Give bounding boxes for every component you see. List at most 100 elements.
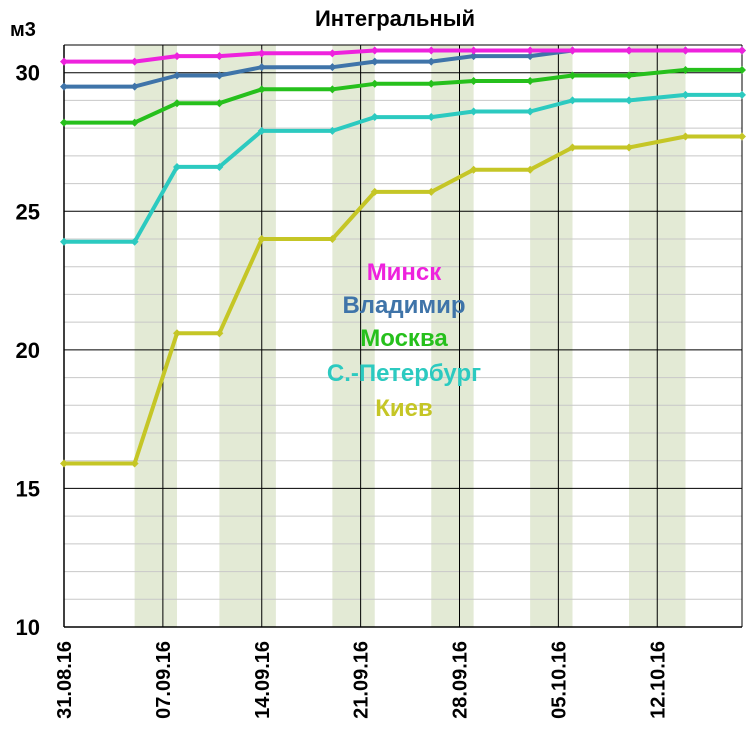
series-С.-Петербург — [60, 90, 746, 246]
series-line — [64, 134, 742, 466]
data-point — [568, 96, 577, 105]
data-point — [215, 71, 224, 80]
data-point — [215, 99, 224, 108]
data-point — [173, 99, 181, 108]
x-tick-label: 07.09.16 — [153, 641, 175, 719]
x-axis-ticks: 31.08.16 07.09.16 14.09.16 21.09.16 28.09.16… — [54, 641, 669, 719]
data-point — [427, 46, 436, 55]
data-point — [526, 77, 535, 86]
data-point — [469, 52, 478, 61]
data-point — [370, 113, 379, 122]
data-point — [257, 126, 266, 135]
y-tick-label: 10 — [16, 615, 40, 640]
data-point — [173, 329, 181, 338]
data-point — [328, 126, 337, 135]
data-point — [526, 165, 535, 174]
series-Москва — [60, 65, 746, 127]
legend: Минск Владимир Москва С.-Петербург Киев — [327, 259, 481, 422]
y-axis-ticks: 10 15 20 25 30 — [16, 61, 40, 640]
x-tick-label: 12.10.16 — [647, 641, 669, 719]
data-point — [681, 65, 690, 74]
data-point — [60, 459, 68, 468]
data-point — [469, 165, 478, 174]
y-tick-label: 25 — [16, 199, 40, 224]
x-tick-label: 05.10.16 — [548, 641, 570, 719]
data-point — [526, 46, 535, 55]
data-point — [328, 85, 337, 94]
legend-entry: Киев — [375, 395, 433, 422]
legend-entry: С.-Петербург — [327, 360, 481, 387]
y-axis-unit: м3 — [10, 19, 36, 41]
series-Киев — [60, 132, 746, 468]
data-point — [173, 71, 181, 80]
axes — [63, 45, 742, 628]
data-point — [328, 63, 337, 72]
x-tick-label: 28.09.16 — [450, 641, 472, 719]
data-point — [427, 57, 436, 66]
data-point — [370, 79, 379, 88]
data-point — [738, 90, 746, 99]
data-point — [526, 52, 535, 61]
data-point — [681, 90, 690, 99]
data-point — [568, 71, 577, 80]
data-point — [328, 235, 337, 243]
data-point — [60, 237, 68, 246]
data-point — [257, 235, 266, 243]
series-line — [64, 48, 742, 64]
data-point — [215, 162, 224, 171]
data-point — [427, 79, 436, 88]
data-point — [370, 57, 379, 66]
data-point — [130, 237, 139, 246]
data-point — [215, 52, 224, 61]
y-tick-label: 30 — [16, 61, 40, 86]
data-point — [370, 46, 379, 55]
data-point — [625, 96, 633, 105]
data-point — [257, 63, 266, 72]
data-point — [625, 143, 633, 152]
data-point — [681, 132, 690, 141]
data-point — [130, 57, 139, 66]
x-tick-label: 31.08.16 — [54, 641, 76, 719]
data-point — [526, 107, 535, 116]
data-point — [173, 52, 181, 61]
weekend-band — [530, 45, 573, 627]
weekend-band — [431, 45, 474, 627]
y-tick-label: 15 — [16, 476, 40, 501]
data-point — [370, 187, 379, 196]
data-point — [469, 107, 478, 116]
data-point — [738, 65, 746, 74]
data-point — [60, 57, 68, 66]
data-point — [60, 82, 68, 91]
data-point — [173, 162, 181, 171]
data-point — [427, 113, 436, 122]
legend-entry: Москва — [360, 325, 448, 352]
weekend-band — [332, 45, 375, 627]
data-point — [130, 82, 139, 91]
data-point — [738, 132, 746, 141]
data-point — [625, 71, 633, 80]
series-line — [64, 67, 742, 125]
data-point — [130, 459, 139, 468]
data-point — [427, 187, 436, 196]
weekend-band — [134, 45, 177, 627]
series-lines — [60, 46, 746, 468]
legend-entry: Владимир — [342, 292, 465, 319]
x-tick-label: 21.09.16 — [351, 641, 373, 719]
data-point — [469, 46, 478, 55]
y-tick-label: 20 — [16, 338, 40, 363]
legend-entry: Минск — [367, 259, 443, 286]
series-Минск — [60, 46, 746, 66]
data-point — [257, 85, 266, 94]
data-point — [130, 118, 139, 127]
data-point — [60, 118, 68, 127]
data-point — [625, 46, 633, 55]
data-point — [681, 46, 690, 55]
data-point — [328, 49, 337, 58]
data-point — [738, 46, 746, 55]
data-point — [568, 143, 577, 152]
data-point — [257, 49, 266, 58]
chart-title: Интегральный — [315, 6, 475, 31]
data-point — [469, 77, 478, 86]
x-tick-label: 14.09.16 — [252, 641, 274, 719]
